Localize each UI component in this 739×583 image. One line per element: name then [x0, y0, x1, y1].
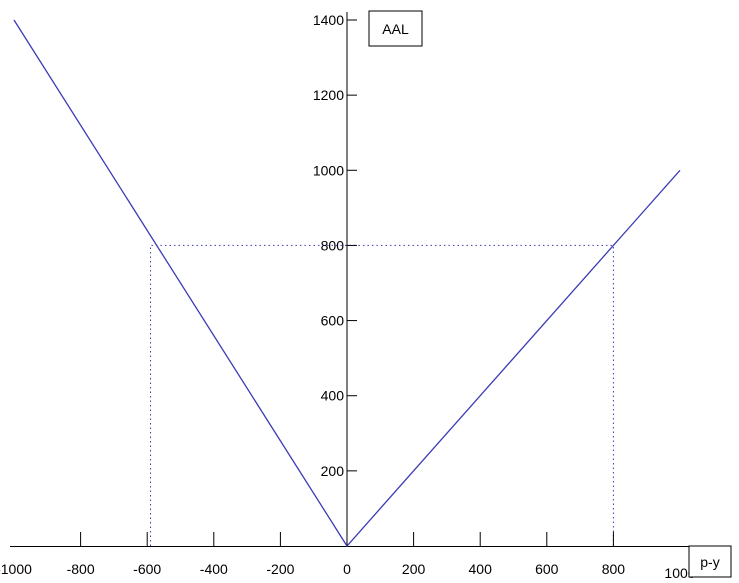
y-tick-label: 200	[321, 463, 345, 479]
x-tick-label: -400	[200, 561, 228, 577]
x-tick-label: 200	[402, 561, 426, 577]
y-axis-ticks: 200 400 600 800 1000 1200 1400	[313, 12, 357, 479]
y-tick-label: 1000	[313, 162, 344, 178]
x-axis-label-box	[688, 545, 732, 578]
reference-guide-lines	[150, 244, 614, 546]
x-axis-ticks: -1000 -800 -600 -400 -200 0 200 400 600 800 1000	[0, 532, 696, 581]
x-tick-label: 1000	[664, 565, 695, 581]
x-tick-label: 400	[469, 561, 493, 577]
x-tick-label: -600	[133, 561, 161, 577]
y-tick-label: 400	[321, 388, 345, 404]
dotted-guide-line	[150, 244, 614, 546]
series-line	[13, 19, 681, 548]
y-axis-label-box	[368, 10, 423, 47]
y-tick-label: 1400	[313, 12, 344, 28]
y-axis-label: AAL	[382, 21, 409, 37]
x-tick-label: 800	[602, 561, 626, 577]
x-tick-label: 0	[343, 561, 351, 577]
x-axis-label: p-y	[700, 554, 719, 570]
x-tick-label: -1000	[0, 561, 32, 577]
y-tick-label: 800	[321, 237, 345, 253]
series-layer	[13, 19, 681, 548]
x-tick-label: -800	[67, 561, 95, 577]
y-tick-label: 1200	[313, 87, 344, 103]
y-tick-label: 600	[321, 313, 345, 329]
x-tick-label: -200	[266, 561, 294, 577]
x-tick-label: 600	[535, 561, 559, 577]
